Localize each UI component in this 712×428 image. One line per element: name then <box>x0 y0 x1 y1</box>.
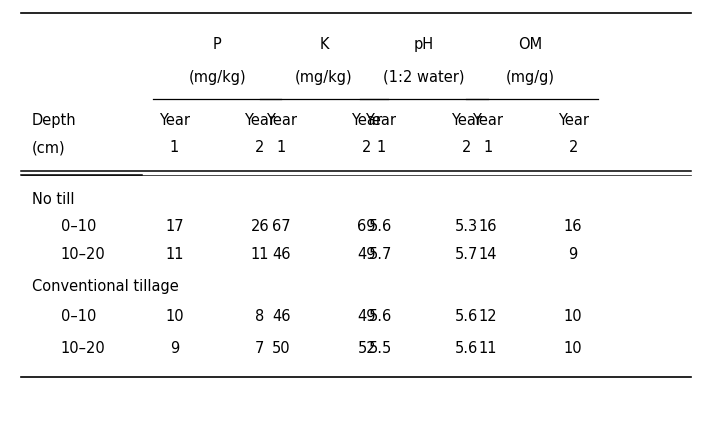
Text: 46: 46 <box>272 309 290 324</box>
Text: 5.6: 5.6 <box>370 219 392 235</box>
Text: Year: Year <box>159 113 190 128</box>
Text: (1:2 water): (1:2 water) <box>383 69 464 85</box>
Text: 7: 7 <box>255 341 265 357</box>
Text: 0–10: 0–10 <box>61 309 96 324</box>
Text: 1: 1 <box>377 140 385 155</box>
Text: No till: No till <box>32 191 75 207</box>
Text: P: P <box>213 37 221 53</box>
Text: 26: 26 <box>251 219 269 235</box>
Text: 67: 67 <box>272 219 290 235</box>
Text: 11: 11 <box>165 247 184 262</box>
Text: 5.7: 5.7 <box>455 247 478 262</box>
Text: 5.6: 5.6 <box>370 309 392 324</box>
Text: (mg/kg): (mg/kg) <box>189 69 246 85</box>
Text: 69: 69 <box>357 219 376 235</box>
Text: 9: 9 <box>170 341 179 357</box>
Text: Year: Year <box>266 113 297 128</box>
Text: 16: 16 <box>478 219 497 235</box>
Text: 10: 10 <box>564 309 582 324</box>
Text: Conventional tillage: Conventional tillage <box>32 279 179 294</box>
Text: OM: OM <box>518 37 543 53</box>
Text: 49: 49 <box>357 309 376 324</box>
Text: Year: Year <box>557 113 589 128</box>
Text: 10–20: 10–20 <box>61 341 105 357</box>
Text: Year: Year <box>244 113 276 128</box>
Text: (cm): (cm) <box>32 140 66 155</box>
Text: (mg/kg): (mg/kg) <box>295 69 352 85</box>
Text: 1: 1 <box>170 140 179 155</box>
Text: 1: 1 <box>277 140 286 155</box>
Text: 11: 11 <box>478 341 497 357</box>
Text: 9: 9 <box>569 247 577 262</box>
Text: 2: 2 <box>362 140 372 155</box>
Text: 10–20: 10–20 <box>61 247 105 262</box>
Text: Year: Year <box>451 113 482 128</box>
Text: Year: Year <box>365 113 397 128</box>
Text: 14: 14 <box>478 247 497 262</box>
Text: 2: 2 <box>461 140 471 155</box>
Text: Year: Year <box>351 113 382 128</box>
Text: (mg/g): (mg/g) <box>506 69 555 85</box>
Text: 10: 10 <box>564 341 582 357</box>
Text: 17: 17 <box>165 219 184 235</box>
Text: 16: 16 <box>564 219 582 235</box>
Text: 2: 2 <box>568 140 578 155</box>
Text: K: K <box>319 37 329 53</box>
Text: 8: 8 <box>256 309 264 324</box>
Text: 5.6: 5.6 <box>455 309 478 324</box>
Text: 10: 10 <box>165 309 184 324</box>
Text: 49: 49 <box>357 247 376 262</box>
Text: 52: 52 <box>357 341 376 357</box>
Text: 5.6: 5.6 <box>455 341 478 357</box>
Text: Year: Year <box>472 113 503 128</box>
Text: 1: 1 <box>483 140 492 155</box>
Text: 0–10: 0–10 <box>61 219 96 235</box>
Text: 50: 50 <box>272 341 290 357</box>
Text: 46: 46 <box>272 247 290 262</box>
Text: 5.7: 5.7 <box>370 247 392 262</box>
Text: 2: 2 <box>255 140 265 155</box>
Text: 11: 11 <box>251 247 269 262</box>
Text: 5.5: 5.5 <box>370 341 392 357</box>
Text: Depth: Depth <box>32 113 77 128</box>
Text: 12: 12 <box>478 309 497 324</box>
Text: pH: pH <box>414 37 434 53</box>
Text: 5.3: 5.3 <box>455 219 478 235</box>
